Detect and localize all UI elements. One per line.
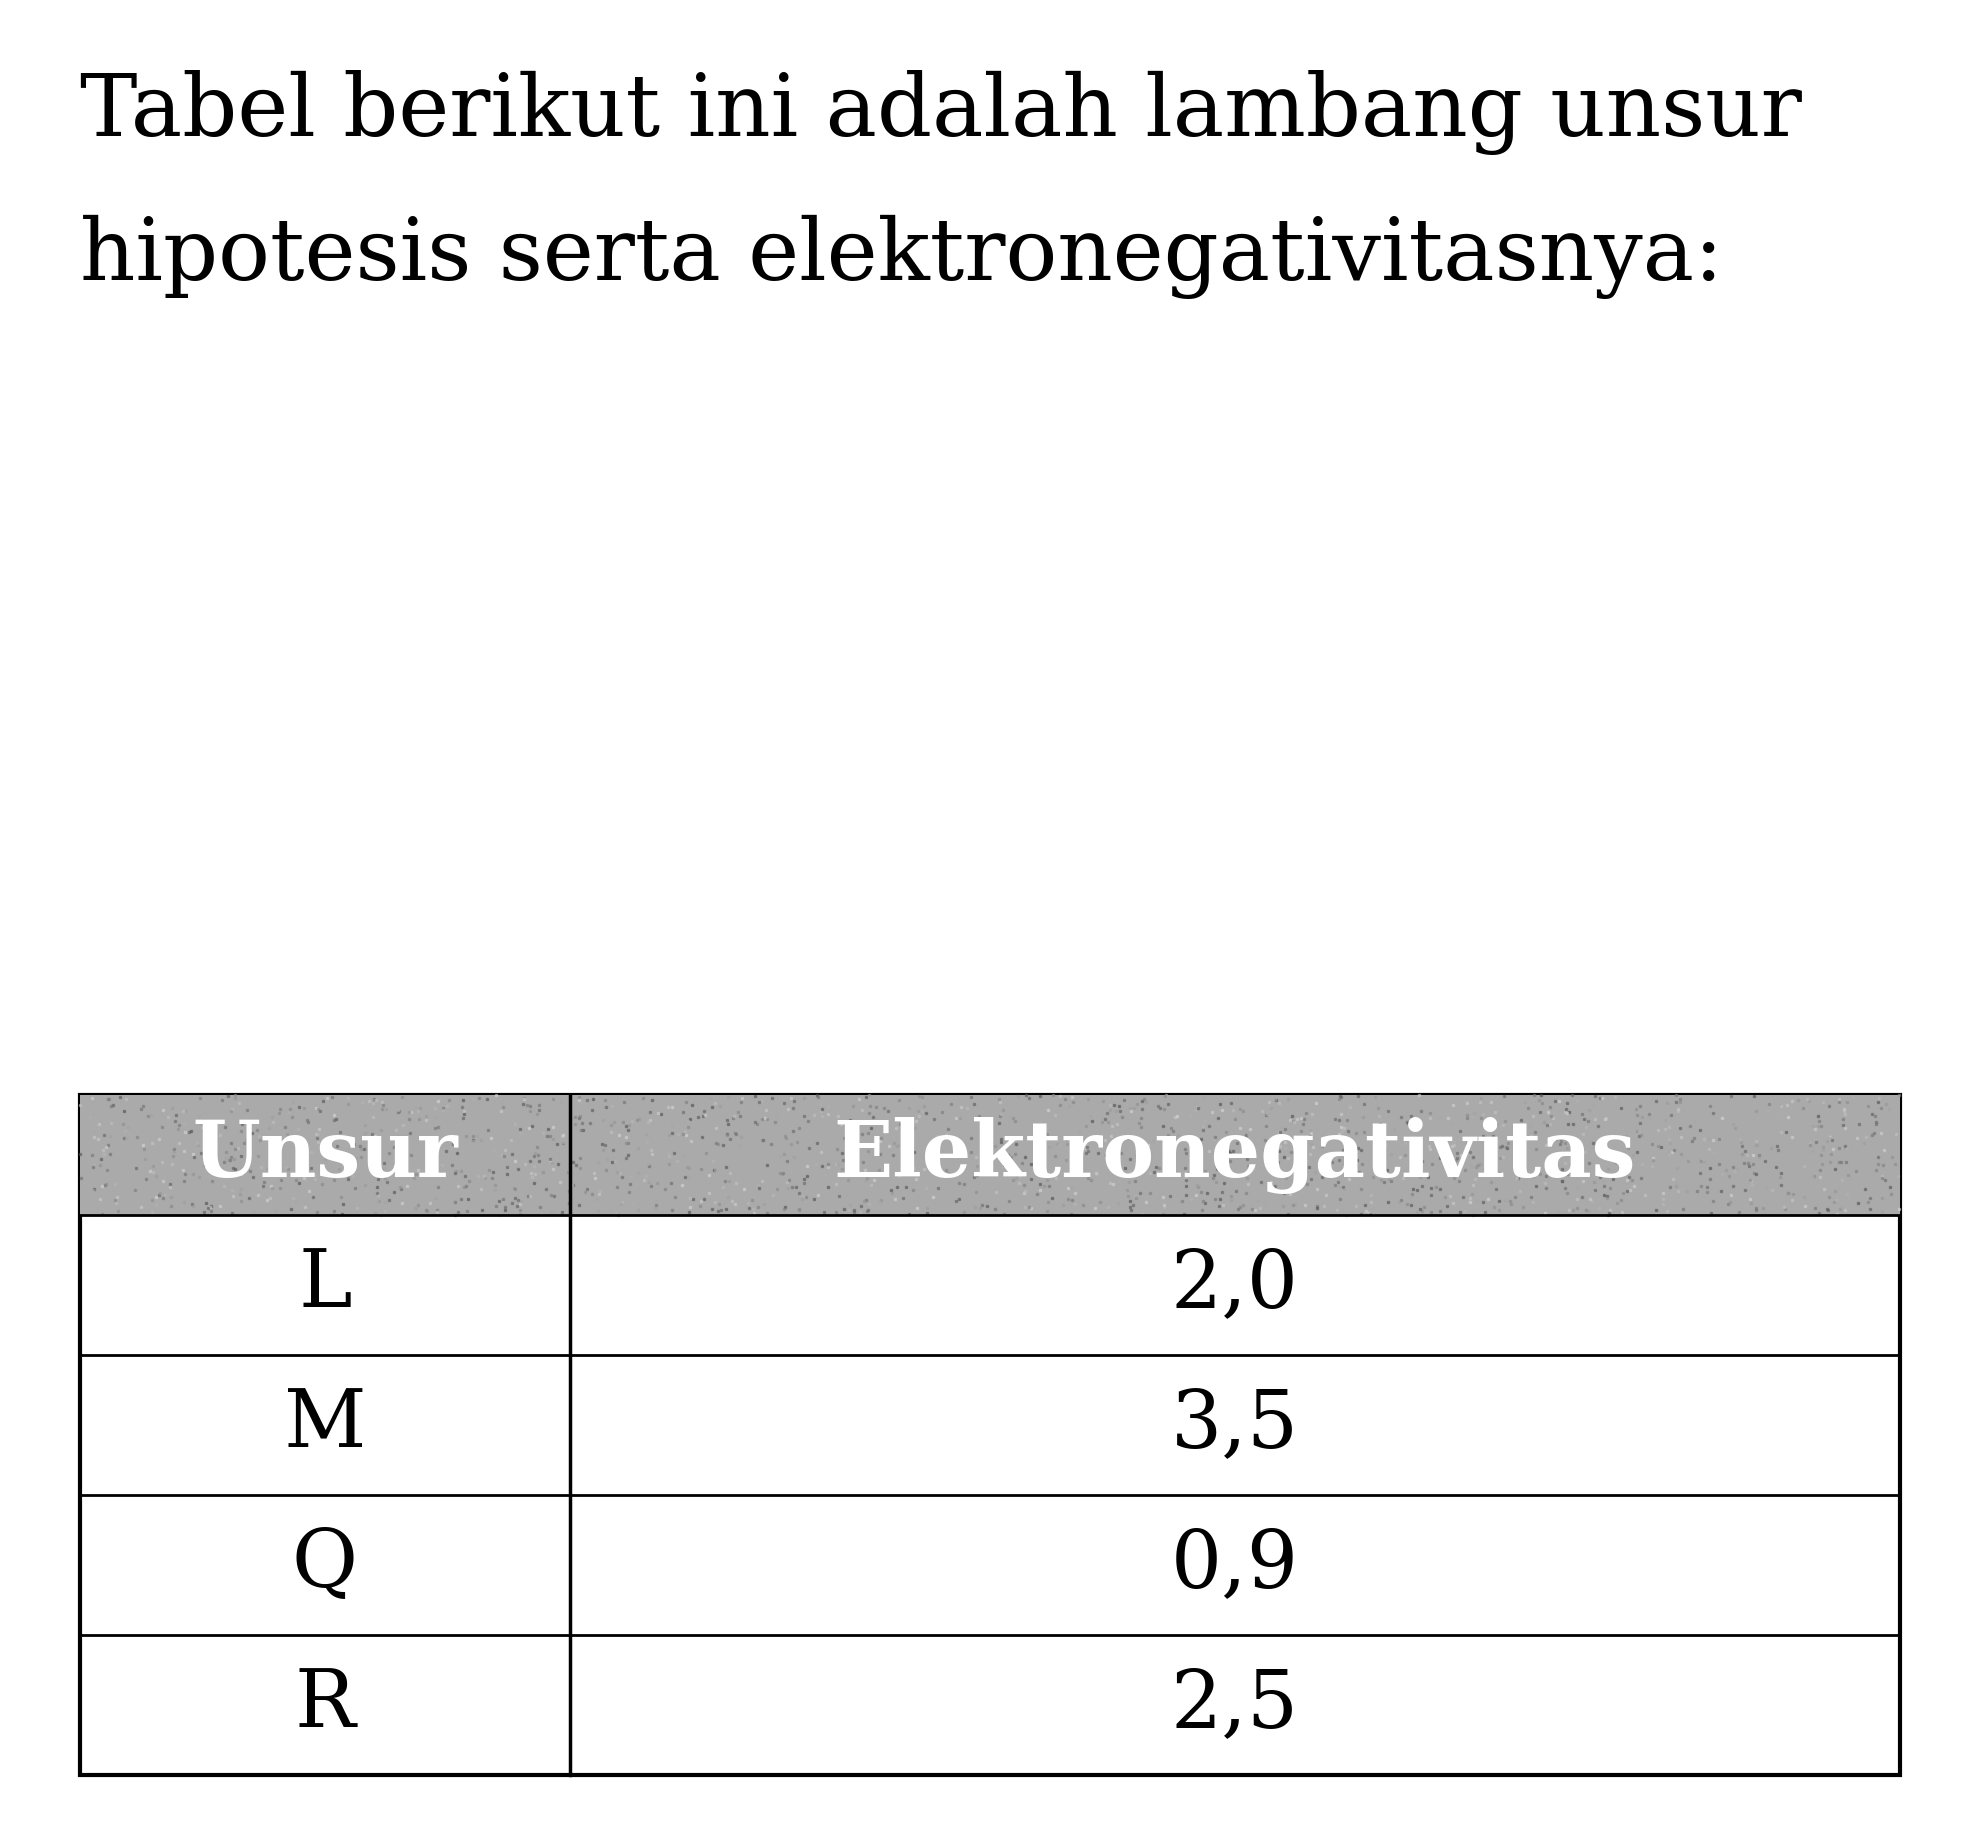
- Text: Elektronegativitas: Elektronegativitas: [832, 1117, 1635, 1194]
- Text: Q: Q: [291, 1526, 359, 1604]
- Text: 2,0: 2,0: [1171, 1246, 1298, 1323]
- Text: 0,9: 0,9: [1171, 1526, 1298, 1604]
- Text: 3,5: 3,5: [1169, 1385, 1298, 1464]
- Text: 2,5: 2,5: [1169, 1666, 1298, 1745]
- Text: Unsur: Unsur: [192, 1117, 458, 1194]
- Text: Tabel berikut ini adalah lambang unsur: Tabel berikut ini adalah lambang unsur: [79, 69, 1802, 155]
- Text: R: R: [295, 1666, 355, 1745]
- Text: hipotesis serta elektronegativitasnya:: hipotesis serta elektronegativitasnya:: [79, 215, 1722, 299]
- Text: L: L: [297, 1246, 351, 1323]
- Bar: [79, 1095, 1899, 1215]
- Text: M: M: [283, 1385, 367, 1464]
- Bar: [79, 1095, 1899, 1776]
